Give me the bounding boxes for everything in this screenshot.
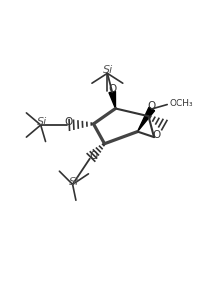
Text: Si: Si bbox=[69, 177, 79, 186]
Polygon shape bbox=[138, 107, 155, 132]
Text: Si: Si bbox=[103, 65, 113, 76]
Text: O: O bbox=[109, 84, 117, 94]
Polygon shape bbox=[109, 91, 116, 108]
Text: OCH₃: OCH₃ bbox=[170, 99, 193, 108]
Text: O: O bbox=[64, 117, 72, 127]
Text: O: O bbox=[153, 130, 161, 140]
Text: Si: Si bbox=[37, 117, 47, 127]
Text: O: O bbox=[89, 151, 97, 162]
Text: O: O bbox=[147, 101, 155, 111]
